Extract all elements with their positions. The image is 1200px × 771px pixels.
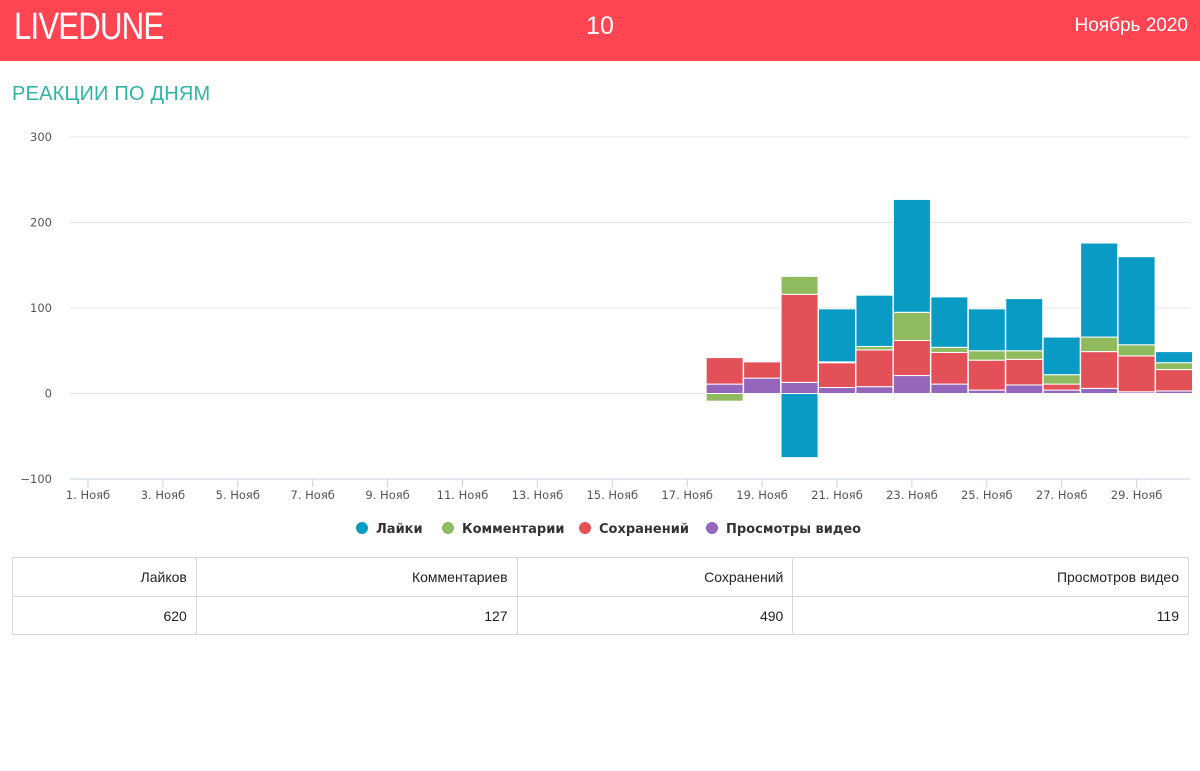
x-tick-label: 17. Нояб xyxy=(661,488,713,502)
bar-segment xyxy=(855,349,894,388)
x-tick-label: 25. Нояб xyxy=(961,488,1013,502)
legend-label: Сохранений xyxy=(599,522,689,537)
x-tick-label: 1. Нояб xyxy=(66,488,110,502)
x-tick-label: 9. Нояб xyxy=(365,488,409,502)
livedune-logo: LIVEDUNE xyxy=(14,6,164,48)
bar-segment xyxy=(705,383,744,395)
x-tick-label: 29. Нояб xyxy=(1111,488,1163,502)
bar-segment xyxy=(1080,242,1119,338)
header-video-views: Просмотров видео xyxy=(792,557,1189,597)
y-tick-label: 0 xyxy=(45,387,52,401)
value-video-views: 119 xyxy=(792,596,1189,635)
grid-layer xyxy=(70,136,1190,394)
bar-segment xyxy=(780,381,819,395)
legend-label: Комментарии xyxy=(462,522,564,537)
legend-marker xyxy=(706,522,718,534)
bar-segment xyxy=(705,393,744,402)
bar-segment xyxy=(855,294,894,347)
y-tick-label: 200 xyxy=(30,216,52,230)
totals-header-row: Лайков Комментариев Сохранений Просмотро… xyxy=(12,557,1189,597)
bar-segment xyxy=(892,375,931,394)
x-tick-label: 27. Нояб xyxy=(1036,488,1088,502)
bar-segment xyxy=(1042,389,1081,394)
header-likes: Лайков xyxy=(12,557,197,597)
bar-segment xyxy=(1005,384,1044,395)
x-tick-label: 19. Нояб xyxy=(736,488,788,502)
x-tick-label: 7. Нояб xyxy=(291,488,335,502)
bars-layer xyxy=(705,198,1194,459)
legend-marker xyxy=(442,522,454,534)
bar-segment xyxy=(780,275,819,295)
bar-segment xyxy=(1117,256,1156,346)
header-saves: Сохранений xyxy=(516,557,794,597)
totals-table: Лайков Комментариев Сохранений Просмотро… xyxy=(12,557,1189,635)
bar-segment xyxy=(1005,298,1044,352)
totals-value-row: 620 127 490 119 xyxy=(12,596,1189,635)
bar-segment xyxy=(1117,344,1156,357)
bar-segment xyxy=(780,293,819,383)
y-tick-label: −100 xyxy=(20,472,52,486)
x-tick-label: 13. Нояб xyxy=(512,488,564,502)
bar-segment xyxy=(967,359,1006,391)
bar-segment xyxy=(705,357,744,385)
bar-segment xyxy=(1155,362,1194,371)
value-comments: 127 xyxy=(195,596,518,635)
y-tick-label: 300 xyxy=(30,130,52,144)
bar-segment xyxy=(892,339,931,377)
report-header: LIVEDUNE 10 Ноябрь 2020 xyxy=(0,0,1200,61)
value-saves: 490 xyxy=(516,596,794,635)
bar-segment xyxy=(1042,336,1081,376)
bar-segment xyxy=(1005,350,1044,360)
x-tick-label: 21. Нояб xyxy=(811,488,863,502)
bar-segment xyxy=(930,351,969,385)
y-tick-label: 100 xyxy=(30,301,52,315)
bar-segment xyxy=(1080,351,1119,389)
page-number: 10 xyxy=(586,12,614,40)
bar-segment xyxy=(1117,355,1156,393)
legend-layer: Лайки Комментарии Сохранений Просмотры виде… xyxy=(356,522,861,537)
bar-segment xyxy=(743,361,782,379)
x-tick-label: 23. Нояб xyxy=(886,488,938,502)
legend-marker xyxy=(579,522,591,534)
x-tick-label: 3. Нояб xyxy=(141,488,185,502)
axis-layer: 300 200 100 0 −100 1. Нояб 3. Нояб 5. Нояб 7. Но… xyxy=(20,130,1190,502)
bar-segment xyxy=(780,393,819,459)
bar-segment xyxy=(930,346,969,353)
x-tick-label: 15. Нояб xyxy=(586,488,638,502)
bar-segment xyxy=(892,311,931,341)
bar-segment xyxy=(743,377,782,394)
section-title: РЕАКЦИИ ПО ДНЯМ xyxy=(12,83,211,105)
bar-segment xyxy=(818,362,856,389)
bar-segment xyxy=(1155,351,1194,364)
bar-segment xyxy=(930,296,969,348)
bar-segment xyxy=(1080,336,1119,353)
bar-segment xyxy=(967,308,1006,352)
x-tick-label: 11. Нояб xyxy=(437,488,489,502)
bar-segment xyxy=(1005,358,1044,386)
bar-segment xyxy=(930,383,969,395)
bar-segment xyxy=(855,345,894,351)
bar-segment xyxy=(1042,383,1081,391)
report-period: Ноябрь 2020 xyxy=(1074,15,1188,36)
x-tick-label: 5. Нояб xyxy=(216,488,260,502)
legend-marker xyxy=(356,522,368,534)
legend-label: Лайки xyxy=(376,522,423,537)
bar-segment xyxy=(818,387,856,395)
bar-segment xyxy=(892,198,931,313)
bar-segment xyxy=(1080,387,1119,394)
bar-segment xyxy=(967,350,1006,361)
bar-segment xyxy=(967,389,1006,394)
legend-label: Просмотры видео xyxy=(726,522,861,537)
header-comments: Комментариев xyxy=(195,557,518,597)
bar-segment xyxy=(855,386,894,395)
bar-segment xyxy=(818,308,856,363)
reactions-by-day-chart: 300 200 100 0 −100 1. Нояб 3. Нояб 5. Нояб 7. Но… xyxy=(20,130,1194,537)
bar-segment xyxy=(1155,369,1194,392)
value-likes: 620 xyxy=(12,596,197,635)
bar-segment xyxy=(1042,374,1081,385)
